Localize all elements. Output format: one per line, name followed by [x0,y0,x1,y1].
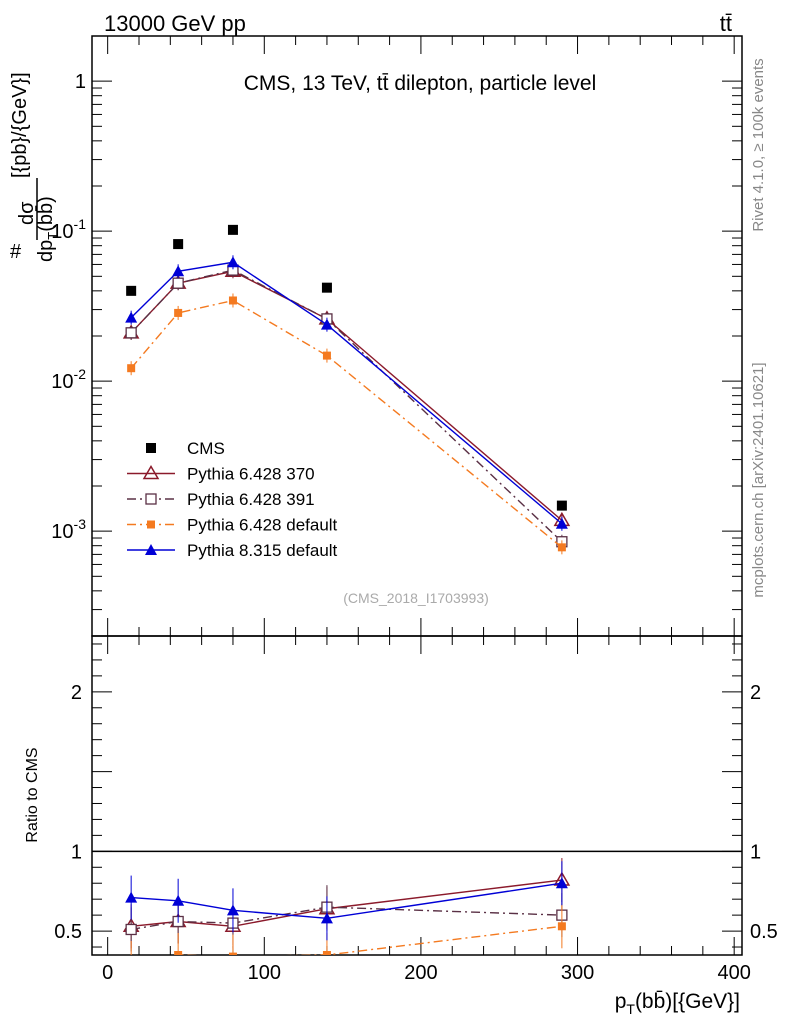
legend-marker [145,493,157,505]
legend-marker [147,520,155,529]
data-point [557,543,566,552]
legend-entry: CMS [146,439,225,458]
ratio-point [557,922,566,931]
data-point [228,296,237,305]
data-point [127,364,136,373]
ratio-point [127,959,135,967]
ratio-series-group [125,885,568,952]
ratio-point [320,912,333,924]
ratio-y-tick-label-right: 1 [750,841,761,863]
series-line [130,299,563,548]
energy-label: 13000 GeV pp [104,11,246,36]
data-point [172,265,185,277]
legend: CMS Pythia 6.428 370 Pythia 6.428 391 Pythi… [127,439,338,560]
y-label-hash: # [10,241,22,263]
ratio-series-group [127,904,566,967]
legend-label: Pythia 8.315 default [187,541,338,560]
data-point [322,351,331,360]
y-label-denominator: dpT(bb̄) [34,196,60,262]
main-series [122,224,571,555]
ratio-series-group [125,861,568,941]
ratio-point [125,891,138,903]
analysis-tag: (CMS_2018_I1703993) [343,590,489,606]
ratio-point [174,951,183,955]
ratio-plot-frame [91,635,743,956]
rivet-version-label: Rivet 4.1.0, ≥ 100k events [750,58,767,231]
ratio-point [228,952,237,955]
y-tick-label: 1 [75,71,86,93]
legend-entry: Pythia 6.428 default [127,516,338,535]
ratio-y-tick-label: 2 [71,682,82,704]
ratio-y-tick-label-right: 2 [750,682,761,704]
data-point [320,318,333,330]
data-point [173,239,184,250]
x-tick-label: 100 [248,962,281,984]
legend-entry: Pythia 6.428 391 [127,490,315,509]
data-point [226,256,239,268]
legend-entry: Pythia 6.428 370 [127,465,315,484]
data-point [227,224,238,235]
chart-title: CMS, 13 TeV, tt̄ dilepton, particle leve… [244,72,597,95]
legend-label: Pythia 6.428 370 [187,465,315,484]
process-label: tt̄ [720,11,732,36]
x-tick-label: 400 [717,962,750,984]
ratio-y-label: Ratio to CMS [24,747,41,842]
x-axis-label: pT(bb̄)[{GeV}] [615,990,740,1017]
ratio-point [125,923,137,936]
data-point [125,311,138,323]
ratio-line [131,906,562,931]
data-point [321,282,332,293]
main-y-axis-label: # dσ dpT(bb̄) [{pb}/{GeV}] [9,72,60,263]
ratio-point [555,877,568,889]
data-point [174,308,183,317]
x-tick-label: 0 [102,962,113,984]
y-tick-label: 10-1 [51,216,86,243]
ratio-point [172,894,185,906]
y-tick-label: 10-3 [51,516,86,543]
x-tick-label: 200 [404,962,437,984]
legend-label: Pythia 6.428 391 [187,490,315,509]
legend-entry: Pythia 8.315 default [127,541,338,560]
ratio-y-tick-label-right: 0.5 [750,921,778,943]
legend-marker [146,443,156,453]
ratio-point [322,951,331,955]
series-line [130,269,563,543]
legend-marker [142,465,160,480]
data-point [172,277,184,289]
data-point [126,285,137,296]
y-label-units: [{pb}/{GeV}] [9,72,31,178]
ratio-series [122,858,571,967]
data-point [125,327,137,339]
y-tick-label: 10-2 [51,366,86,393]
legend-label: CMS [187,439,225,458]
ratio-y-tick-label: 0.5 [54,921,82,943]
series-line [130,261,563,525]
ratio-line [173,925,562,955]
legend-label: Pythia 6.428 default [187,516,338,535]
data-point [555,517,568,529]
ratio-point [226,904,239,916]
ratio-y-tick-label: 1 [71,841,82,863]
data-point [556,500,567,511]
x-tick-label: 300 [561,962,594,984]
mcplots-label: mcplots.cern.ch [arXiv:2401.10621] [750,362,767,597]
legend-marker [145,544,157,555]
main-panel: 1 10-1 10-2 10-3 [51,35,743,637]
y-label-numerator: dσ [16,201,38,225]
